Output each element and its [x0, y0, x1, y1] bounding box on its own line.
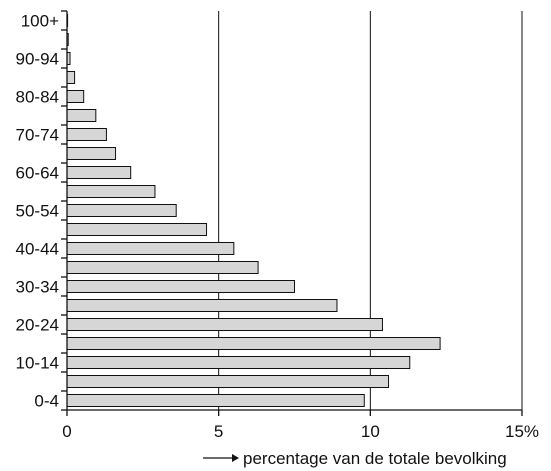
bar: [66, 242, 235, 255]
bar: [66, 109, 97, 122]
bar: [66, 128, 107, 141]
bar: [66, 166, 132, 179]
bar: [66, 223, 208, 236]
bar: [66, 356, 411, 369]
bar: [66, 318, 383, 331]
y-tick-label: 50-54: [16, 202, 59, 221]
y-tick-label: 80-84: [16, 88, 59, 107]
bar: [66, 147, 117, 160]
bar: [66, 261, 259, 274]
y-tick-label: 70-74: [16, 126, 59, 145]
x-tick-labels: 0 5 10 15%: [62, 422, 539, 441]
arrow-head-icon: [232, 454, 239, 462]
y-tick-label: 60-64: [16, 164, 59, 183]
bar: [66, 394, 365, 407]
bar: [66, 280, 295, 293]
bar: [66, 375, 390, 388]
y-tick-label: 20-24: [16, 316, 59, 335]
y-tick-label: 90-94: [16, 50, 59, 69]
x-axis-label: percentage van de totale bevolking: [243, 449, 507, 468]
y-tick-label: 0-4: [34, 392, 59, 411]
x-tick-label: 10: [361, 422, 380, 441]
y-tick-label: 40-44: [16, 240, 59, 259]
y-tick-label: 100+: [21, 12, 59, 31]
y-tick-label: 10-14: [16, 354, 59, 373]
x-tick-label: 15%: [505, 422, 539, 441]
x-tick-label: 0: [62, 422, 71, 441]
bar: [66, 90, 85, 103]
y-tick-labels: 0-4 10-14 20-24 30-34 40-44 50-54 60-64 70-74 80…: [16, 12, 60, 411]
bar: [66, 204, 177, 217]
axes: [61, 10, 523, 416]
y-tick-label: 30-34: [16, 278, 59, 297]
grid-lines: [218, 11, 523, 410]
x-axis-title: percentage van de totale bevolking: [203, 449, 507, 468]
bar: [66, 185, 156, 198]
bar: [66, 337, 441, 350]
bars: [66, 14, 441, 407]
x-tick-label: 5: [214, 422, 223, 441]
bar: [66, 299, 338, 312]
bar: [66, 71, 76, 84]
